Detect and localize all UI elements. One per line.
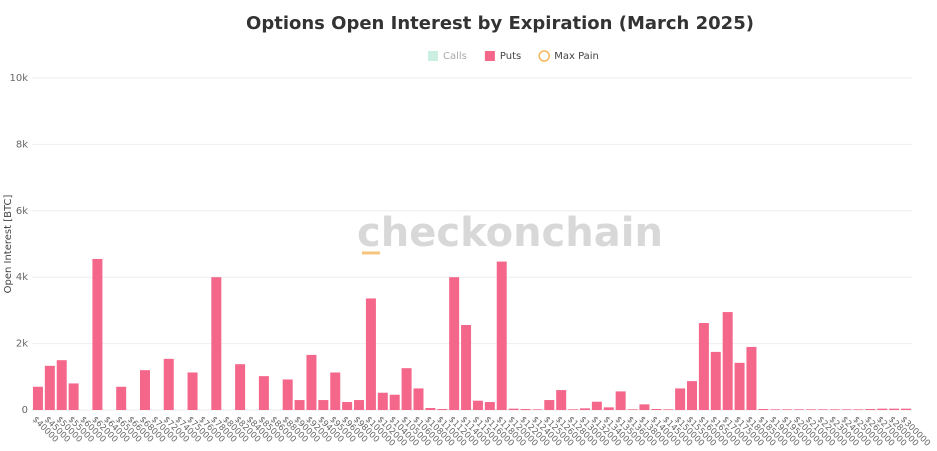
bar	[139, 370, 150, 410]
bar	[627, 409, 638, 410]
bar	[116, 386, 127, 410]
bar	[44, 365, 55, 410]
bar	[579, 408, 590, 410]
bar	[282, 379, 293, 410]
chart-title: Options Open Interest by Expiration (Mar…	[246, 13, 754, 34]
bar	[556, 390, 567, 410]
bar	[544, 400, 555, 410]
legend-label: Puts	[500, 51, 521, 62]
bar	[698, 323, 709, 410]
y-tick-label: 6k	[16, 206, 28, 217]
bar	[211, 277, 222, 410]
bar	[663, 409, 674, 410]
bar	[484, 402, 495, 410]
y-tick-label: 2k	[16, 339, 28, 350]
bar	[877, 408, 888, 410]
max-pain-marker	[361, 251, 380, 255]
bar	[56, 360, 67, 410]
bar	[413, 388, 424, 410]
bar	[377, 392, 388, 410]
bar	[92, 258, 103, 410]
bar	[365, 298, 376, 410]
bar	[889, 408, 900, 410]
bar	[437, 409, 448, 410]
legend-label: Calls	[443, 51, 467, 62]
watermark: checkonchain	[357, 210, 663, 256]
bar	[794, 409, 805, 410]
legend: Calls Puts Max Pain	[428, 50, 599, 62]
bar	[746, 346, 757, 410]
bar	[841, 409, 852, 410]
bar	[710, 351, 721, 410]
bar	[401, 368, 412, 410]
bar	[235, 364, 246, 410]
bar	[163, 358, 174, 410]
bar	[318, 400, 329, 410]
bar	[603, 407, 614, 410]
legend-swatch	[428, 51, 438, 61]
bar	[615, 391, 626, 410]
y-tick-label: 4k	[16, 272, 28, 283]
bar	[770, 409, 781, 410]
bar	[342, 402, 353, 410]
bar	[187, 372, 198, 410]
bar	[675, 388, 686, 410]
bar	[508, 408, 519, 410]
y-tick-label: 10k	[9, 73, 28, 84]
legend-swatch	[538, 50, 550, 62]
bar	[461, 325, 472, 410]
bar	[758, 409, 769, 410]
bar	[472, 400, 483, 410]
bar	[591, 401, 602, 410]
bar	[865, 409, 876, 410]
bar	[354, 400, 365, 410]
bar	[734, 362, 745, 410]
bar	[425, 408, 436, 410]
y-tick-label: 8k	[16, 139, 28, 150]
bar	[805, 409, 816, 410]
bar	[68, 383, 79, 410]
bar	[817, 409, 828, 410]
bar	[532, 409, 543, 410]
bar	[722, 312, 733, 410]
bar	[32, 386, 43, 410]
bar	[829, 409, 840, 410]
bar	[901, 408, 912, 410]
bar	[639, 404, 650, 410]
bar	[294, 400, 305, 410]
legend-swatch	[484, 51, 495, 61]
bar	[306, 354, 317, 410]
bar	[782, 409, 793, 410]
bar	[389, 394, 400, 410]
y-axis-label: Open Interest [BTC]	[3, 195, 14, 294]
bar	[330, 372, 341, 410]
y-tick-label: 0	[22, 405, 28, 416]
bar	[258, 376, 269, 410]
bar	[568, 409, 579, 410]
bar	[449, 277, 460, 410]
bar	[651, 409, 662, 410]
bar	[520, 409, 531, 410]
legend-label: Max Pain	[554, 51, 599, 62]
bar	[853, 409, 864, 410]
bar	[496, 261, 507, 410]
bar	[687, 381, 697, 410]
